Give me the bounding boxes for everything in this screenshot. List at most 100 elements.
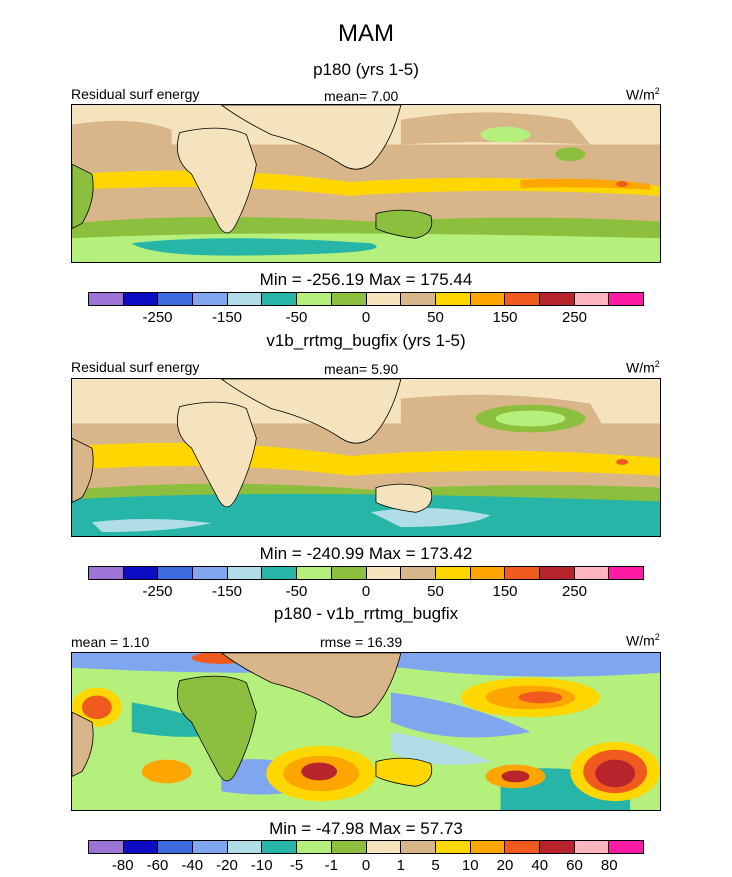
colorbar-box [470,567,506,579]
colorbar-tick: 40 [531,857,549,874]
colorbar-tick: 80 [600,857,618,874]
colorbar-tick: 150 [492,583,518,600]
colorbar-box [401,293,436,305]
colorbar-tick: 250 [561,309,588,326]
colorbar-box [574,293,610,305]
colorbar-box [435,841,471,853]
colorbar-tick: -40 [181,857,204,874]
colorbar-tick: 20 [496,857,514,874]
colorbar-box [193,567,228,579]
colorbar-tick: 0 [361,583,371,600]
colorbar-box [331,293,367,305]
colorbar-box [366,293,402,305]
colorbar-box [123,293,159,305]
panel3-colorbar-ticks: -80 -60 -40 -20 -10 -5 -1 0 1 5 10 20 40… [88,857,644,875]
panel1-units: W/m2 [626,86,660,103]
colorbar-box [158,293,194,305]
colorbar-box [123,841,159,853]
colorbar-box [470,293,506,305]
panel3-map [71,652,661,811]
colorbar-tick: -150 [211,583,243,600]
panel2-left-label: Residual surf energy [71,359,200,375]
colorbar-tick: 50 [427,309,444,326]
colorbar-box [539,567,575,579]
colorbar-box [89,567,124,579]
panel2-colorbar-ticks: -250 -150 -50 0 50 150 250 [88,583,644,601]
panel2-subtitle: v1b_rrtmg_bugfix (yrs 1-5) [266,331,466,350]
colorbar-box [262,293,298,305]
colorbar-box [331,841,367,853]
colorbar-tick: 0 [361,309,371,326]
colorbar-tick: 1 [396,857,405,874]
colorbar-tick: 10 [461,857,479,874]
panel2-units: W/m2 [626,359,660,376]
colorbar-box [193,841,228,853]
colorbar-box [227,293,263,305]
colorbar-box [297,567,332,579]
colorbar-box [609,841,643,853]
panel2-minmax: Min = -240.99 Max = 173.42 [259,544,473,563]
colorbar-box [331,567,367,579]
colorbar-tick: -20 [216,857,238,874]
colorbar-tick: -60 [146,857,169,874]
panel1-mean-label: mean= 7.00 [324,88,399,104]
colorbar-tick: -50 [285,309,308,326]
colorbar-tick: -250 [142,309,173,326]
colorbar-box [158,567,194,579]
colorbar-box [89,293,124,305]
colorbar-box [123,567,159,579]
colorbar-box [297,293,332,305]
colorbar-box [158,841,194,853]
colorbar-tick: 150 [492,309,518,326]
colorbar-box [505,567,540,579]
panel1-map [71,104,661,263]
colorbar-box [505,293,540,305]
colorbar-tick: -5 [289,857,304,874]
colorbar-tick: 5 [431,857,440,874]
panel2-colorbar [88,566,644,580]
panel1-left-label: Residual surf energy [71,86,200,102]
colorbar-tick: 60 [566,857,583,874]
colorbar-box [262,567,298,579]
panel1-colorbar-ticks: -250 -150 -50 0 50 150 250 [88,309,644,327]
colorbar-tick: 250 [561,583,588,600]
colorbar-tick: -250 [142,583,173,600]
colorbar-tick: -10 [250,857,273,874]
colorbar-tick: 50 [427,583,444,600]
colorbar-box [89,841,124,853]
panel3-minmax: Min = -47.98 Max = 57.73 [269,819,463,838]
colorbar-box [227,841,263,853]
colorbar-box [262,841,298,853]
panel1-colorbar [88,292,644,306]
colorbar-box [366,841,402,853]
colorbar-box [574,567,610,579]
colorbar-box [470,841,506,853]
colorbar-box [609,567,643,579]
colorbar-box [401,841,436,853]
colorbar-box [366,567,402,579]
panel3-rmse-label: rmse = 16.39 [320,634,403,650]
colorbar-tick: -50 [285,583,308,600]
colorbar-tick: 0 [361,857,371,874]
panel3-colorbar [88,840,644,854]
colorbar-box [297,841,332,853]
colorbar-box [574,841,610,853]
panel1-minmax: Min = -256.19 Max = 175.44 [259,270,473,289]
colorbar-box [539,293,575,305]
panel3-units: W/m2 [626,632,660,649]
panel2-map [71,378,661,537]
colorbar-tick: -80 [111,857,134,874]
colorbar-tick: -1 [324,857,338,874]
panel3-subtitle: p180 - v1b_rrtmg_bugfix [273,604,459,623]
figure-title: MAM [338,20,394,47]
colorbar-box [505,841,540,853]
panel3-mean-label: mean = 1.10 [71,634,150,650]
colorbar-tick: -150 [211,309,243,326]
colorbar-box [401,567,436,579]
colorbar-box [435,293,471,305]
colorbar-box [193,293,228,305]
panel2-mean-label: mean= 5.90 [324,361,399,377]
colorbar-box [609,293,643,305]
colorbar-box [227,567,263,579]
panel1-subtitle: p180 (yrs 1-5) [313,60,419,79]
